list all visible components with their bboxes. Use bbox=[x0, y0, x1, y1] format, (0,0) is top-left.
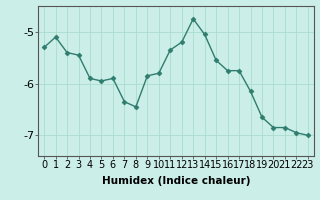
X-axis label: Humidex (Indice chaleur): Humidex (Indice chaleur) bbox=[102, 176, 250, 186]
